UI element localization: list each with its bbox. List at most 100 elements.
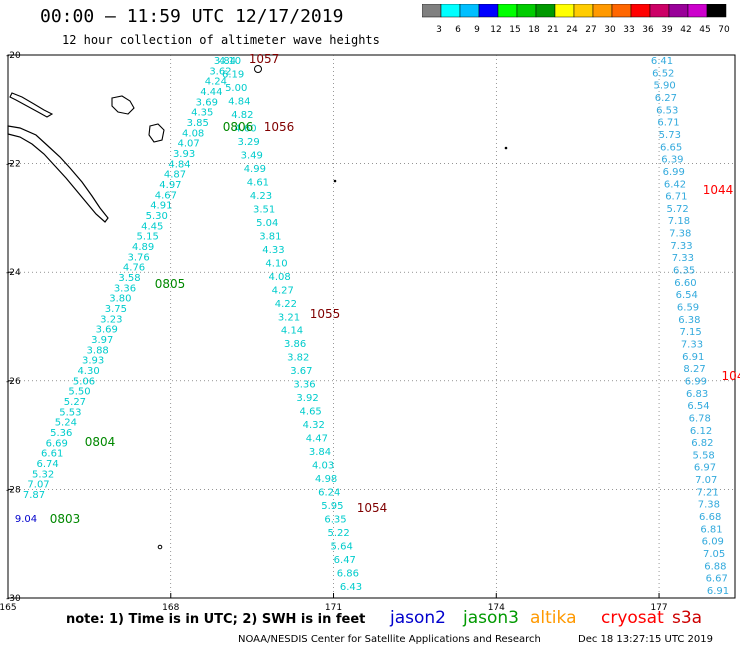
satellite-jason3: jason3: [463, 608, 519, 628]
wave-height-value: 3.81: [259, 231, 281, 242]
wave-height-value: 5.32: [32, 469, 54, 480]
page-subtitle: 12 hour collection of altimeter wave hei…: [62, 33, 380, 47]
lon-label: 177: [650, 603, 667, 613]
wave-height-value: 6.65: [660, 142, 682, 153]
wave-height-value: 5.30: [146, 211, 168, 222]
wave-height-value: 4.30: [77, 366, 99, 377]
wave-height-value: 3.36: [293, 380, 315, 391]
wave-height-value: 8.27: [683, 364, 705, 375]
wave-height-value: 3.36: [114, 283, 136, 294]
wave-height-value: 5.50: [68, 387, 90, 398]
wave-height-value: 6.27: [655, 93, 677, 104]
satellite-s3a: s3a: [672, 608, 703, 628]
wave-height-value: 6.35: [673, 266, 695, 277]
wave-height-value: 3.29: [237, 137, 259, 148]
wave-height-value: 6.91: [682, 352, 704, 363]
wave-height-value: 7.18: [668, 216, 690, 227]
footer-note: note: 1) Time is in UTC; 2) SWH is in fe…: [66, 612, 366, 627]
wave-height-value: 7.33: [672, 253, 694, 264]
wave-height-value: 4.35: [191, 108, 213, 119]
wave-height-value: 4.98: [315, 474, 337, 485]
colorbar-swatch: [706, 4, 727, 18]
wave-height-value: 5.53: [59, 407, 81, 418]
wave-height-value: 6.60: [674, 278, 696, 289]
wave-height-value: 3.84: [309, 447, 331, 458]
island-dot: [157, 544, 163, 550]
satellite-jason2: jason2: [390, 608, 446, 628]
wave-height-value: 6.53: [656, 105, 678, 116]
wave-height-value: 7.87: [23, 490, 45, 501]
wave-height-value: 4.33: [262, 245, 284, 256]
wave-height-value: 6.19: [222, 69, 244, 80]
wave-height-value: 4.27: [272, 285, 294, 296]
wave-height-value: 6.47: [334, 555, 356, 566]
wave-height-value: 6.88: [704, 561, 726, 572]
wave-height-value: 3.21: [278, 312, 300, 323]
wave-height-value: 7.15: [680, 327, 702, 338]
wave-height-value: 3.84: [214, 56, 236, 67]
wave-height-value: 4.14: [281, 326, 303, 337]
time-label-s3a: 1054: [357, 501, 388, 515]
wave-height-value: 3.67: [290, 366, 312, 377]
lon-label: 168: [162, 603, 179, 613]
wave-height-value: 6.99: [685, 376, 707, 387]
wave-height-value: 3.49: [241, 150, 263, 161]
wave-height-value: 3.62: [209, 66, 231, 77]
wave-height-value: 4.44: [200, 87, 222, 98]
wave-height-value: 4.32: [303, 420, 325, 431]
wave-height-value: 3.75: [105, 304, 127, 315]
page-title: 00:00 – 11:59 UTC 12/17/2019: [40, 6, 344, 27]
colorbar-label: 42: [680, 25, 691, 35]
lat-label: -22: [6, 160, 21, 170]
wave-height-value: 4.03: [312, 461, 334, 472]
wave-height-value: 3.51: [253, 204, 275, 215]
time-label-jason3: 0803: [50, 512, 81, 526]
colorbar-label: 21: [547, 25, 558, 35]
wave-height-value: 5.15: [137, 232, 159, 243]
lat-label: -26: [6, 377, 21, 387]
wave-height-value: 5.73: [659, 130, 681, 141]
lat-label: -30: [6, 594, 21, 604]
wave-height-value: 6.52: [652, 68, 674, 79]
wave-height-value: 7.07: [27, 480, 49, 491]
wave-height-value: 6.67: [706, 574, 728, 585]
time-label-jason3: 0806: [223, 120, 254, 134]
ouvea-coast: [9, 92, 54, 118]
colorbar-label: 9: [474, 25, 480, 35]
wave-height-value: 6.82: [691, 438, 713, 449]
wave-height-value: 3.85: [187, 118, 209, 129]
wave-height-value: 6.59: [677, 303, 699, 314]
colorbar-label: 30: [604, 25, 616, 35]
wave-height-value: 6.91: [707, 586, 729, 597]
wave-height-value: 6.74: [37, 459, 59, 470]
wave-height-value: 3.69: [96, 325, 118, 336]
wave-height-value: 5.22: [327, 528, 349, 539]
wave-height-value: 3.93: [82, 356, 104, 367]
wave-height-value: 6.83: [686, 389, 708, 400]
wave-height-value: 6.54: [687, 401, 709, 412]
wave-height-value: 7.07: [695, 475, 717, 486]
wave-height-value: 3.93: [173, 149, 195, 160]
wave-height-value: 7.38: [698, 500, 720, 511]
wave-height-value: 4.99: [244, 164, 266, 175]
wave-height-value: 3.88: [87, 345, 109, 356]
colorbar-label: 45: [699, 25, 710, 35]
wave-height-value: 3.80: [109, 294, 131, 305]
wave-height-value: 4.97: [159, 180, 181, 191]
time-label-jason3: 0804: [85, 435, 116, 449]
time-label-cryosat: 1044: [703, 183, 734, 197]
wave-height-value: 6.99: [663, 167, 685, 178]
island-dot: [504, 146, 508, 150]
wave-height-value: 3.82: [287, 353, 309, 364]
wave-height-value: 6.54: [676, 290, 698, 301]
wave-height-value: 4.60: [234, 123, 256, 134]
wave-height-value: 4.76: [123, 263, 145, 274]
colorbar-label: 6: [455, 25, 461, 35]
wave-height-value: 3.76: [127, 252, 149, 263]
wave-height-value: 7.38: [669, 229, 691, 240]
wave-height-value: 5.58: [693, 450, 715, 461]
wave-height-value: 6.43: [340, 582, 362, 593]
wave-height-value: 6.69: [46, 438, 68, 449]
satellite-altika: altika: [530, 608, 577, 628]
